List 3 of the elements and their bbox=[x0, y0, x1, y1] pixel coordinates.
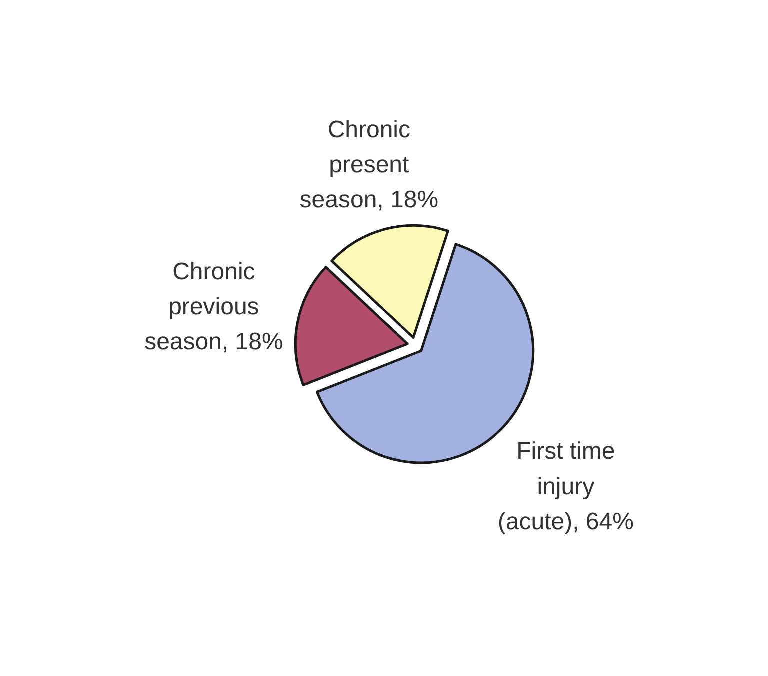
slice-label: Chronic present season, 18% bbox=[300, 116, 439, 214]
slice-label: First time injury (acute), 64% bbox=[498, 438, 634, 536]
slice-label: Chronic previous season, 18% bbox=[144, 258, 284, 356]
